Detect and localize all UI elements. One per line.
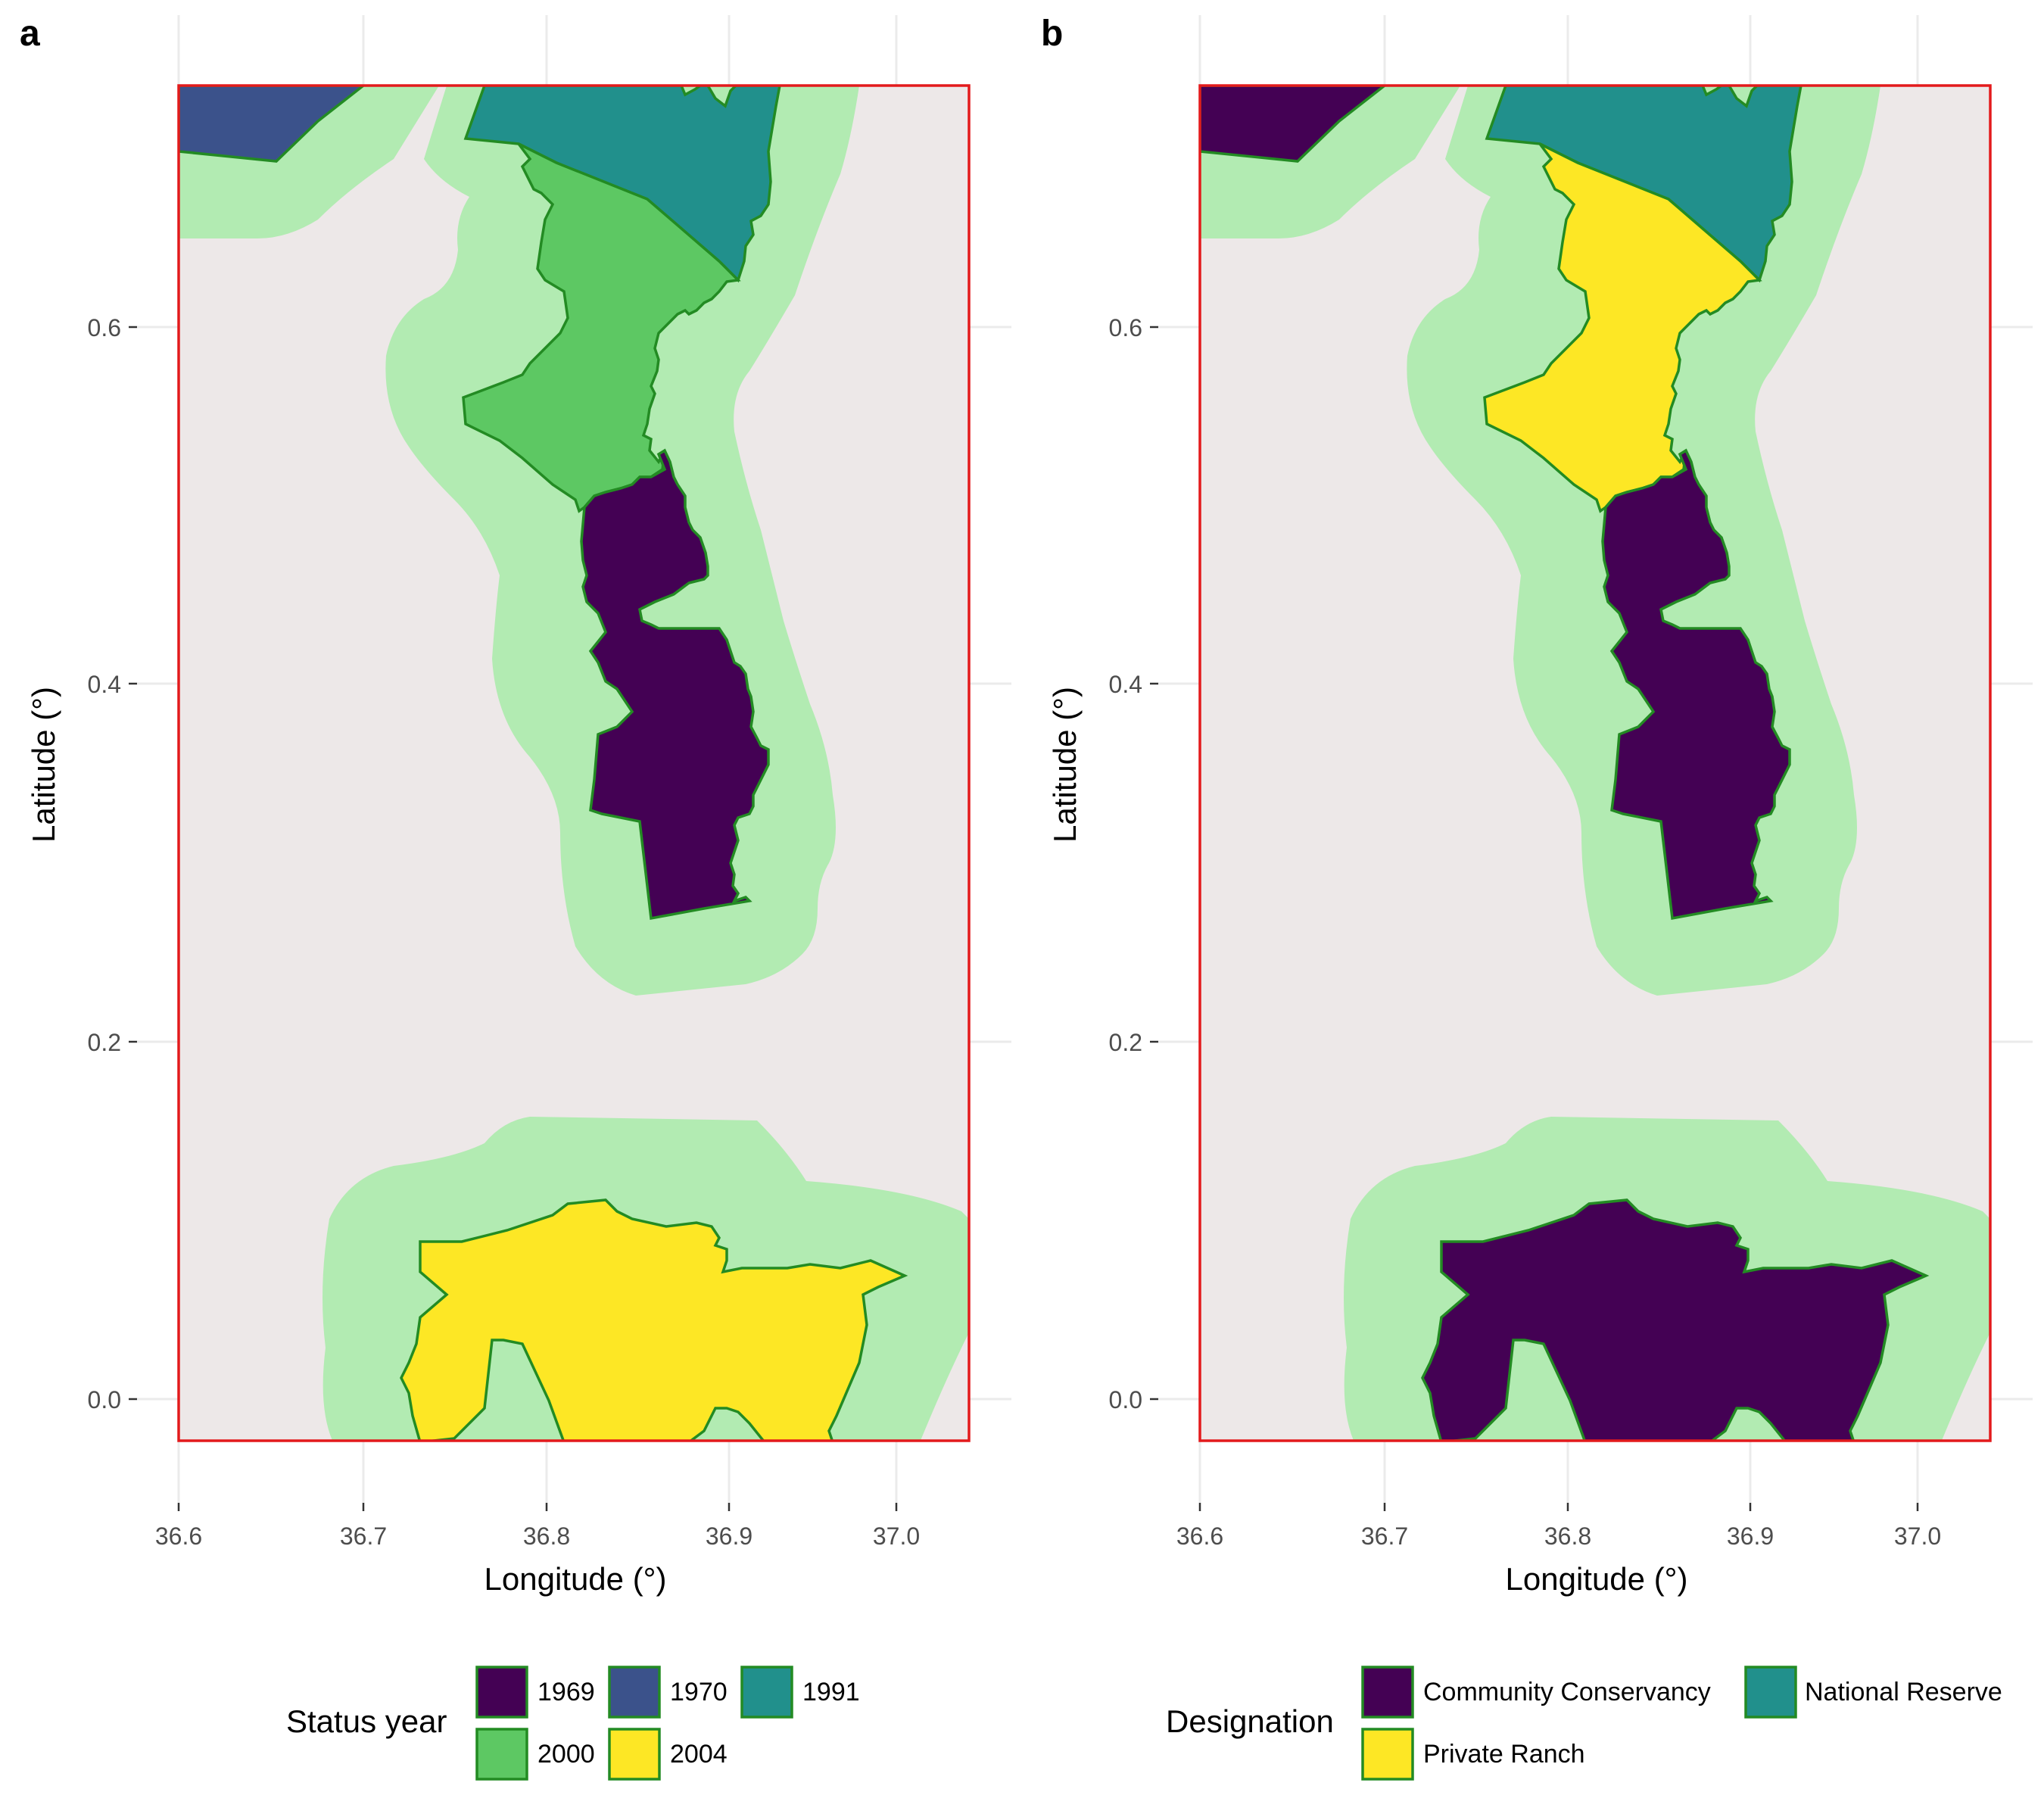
- panel-b-region-central: [1601, 448, 1791, 921]
- panel-a: a: [20, 14, 1011, 1781]
- legend-item: Community Conservancy: [1361, 1666, 1711, 1719]
- legend-swatch: [608, 1666, 661, 1719]
- legend-label: 2000: [537, 1740, 595, 1769]
- legend-label: 2004: [670, 1740, 728, 1769]
- legend-swatch: [1361, 1728, 1414, 1781]
- legend-swatch: [475, 1728, 528, 1781]
- panel-a-x-tick-label: 36.6: [155, 1522, 202, 1550]
- panel-a-legend: Status year 1969 1970 1991 2000 2004: [286, 1666, 860, 1781]
- legend-swatch: [475, 1666, 528, 1719]
- panel-a-y-tick-label: 0.2: [88, 1029, 121, 1056]
- legend-swatch: [1744, 1666, 1797, 1719]
- panel-b-map: [1200, 86, 1990, 1441]
- panel-b-y-tick-label: 0.2: [1109, 1029, 1142, 1056]
- panel-b-protected-areas: [1200, 86, 1930, 1441]
- panel-b-extent-border: [1198, 84, 1992, 1442]
- legend-label: Private Ranch: [1423, 1740, 1585, 1769]
- panel-b-y-tick-label: 0.4: [1109, 671, 1142, 698]
- panel-a-region-south: [400, 1198, 908, 1441]
- panel-a-y-tick-label: 0.6: [88, 314, 121, 341]
- panel-a-letter: a: [20, 14, 40, 54]
- panel-b-letter: b: [1041, 14, 1063, 54]
- legend-label: 1991: [802, 1678, 860, 1706]
- panel-a-protected-areas: [179, 86, 908, 1441]
- legend-item: 1970: [608, 1666, 728, 1719]
- panel-a-y-axis: 0.0 0.2 0.4 0.6 Latitude (°): [26, 314, 137, 1413]
- legend-swatch: [1361, 1666, 1414, 1719]
- legend-label: 1969: [537, 1678, 595, 1706]
- panel-a-region-central: [580, 448, 770, 921]
- panel-b-x-tick-label: 36.8: [1544, 1522, 1591, 1550]
- panel-a-y-tick-label: 0.0: [88, 1386, 121, 1413]
- panel-b: b: [1041, 14, 2033, 1781]
- panel-b-y-tick-label: 0.6: [1109, 314, 1142, 341]
- legend-swatch: [608, 1728, 661, 1781]
- panel-b-region-south: [1421, 1198, 1930, 1441]
- panel-a-legend-title: Status year: [286, 1703, 447, 1739]
- panel-b-legend: Designation Community Conservancy Nation…: [1166, 1666, 2002, 1781]
- legend-item: 2000: [475, 1728, 595, 1781]
- panel-b-region-nw: [1200, 86, 1387, 163]
- panel-a-y-tick-label: 0.4: [88, 671, 121, 698]
- legend-item: 1969: [475, 1666, 595, 1719]
- panel-b-y-axis-title: Latitude (°): [1047, 687, 1083, 843]
- panel-b-x-tick-label: 37.0: [1894, 1522, 1941, 1550]
- panel-b-x-tick-label: 36.9: [1727, 1522, 1774, 1550]
- panel-b-x-tick-label: 36.7: [1361, 1522, 1408, 1550]
- legend-label: Community Conservancy: [1423, 1678, 1711, 1706]
- panel-a-y-axis-title: Latitude (°): [26, 687, 61, 843]
- panel-a-x-tick-label: 36.9: [706, 1522, 752, 1550]
- panel-a-x-axis-title: Longitude (°): [485, 1561, 667, 1597]
- panel-a-region-nw: [179, 86, 366, 163]
- panel-b-legend-title: Designation: [1166, 1703, 1334, 1739]
- panel-a-x-tick-label: 37.0: [873, 1522, 920, 1550]
- panel-a-x-axis: 36.6 36.7 36.8 36.9 37.0 Longitude (°): [155, 1503, 920, 1597]
- panel-b-x-tick-label: 36.6: [1176, 1522, 1223, 1550]
- panel-b-x-axis-title: Longitude (°): [1506, 1561, 1688, 1597]
- legend-item: 2004: [608, 1728, 728, 1781]
- panel-a-x-tick-label: 36.8: [523, 1522, 570, 1550]
- legend-swatch: [740, 1666, 793, 1719]
- legend-item: 1991: [740, 1666, 860, 1719]
- legend-item: Private Ranch: [1361, 1728, 1585, 1781]
- panel-b-x-axis: 36.6 36.7 36.8 36.9 37.0 Longitude (°): [1176, 1503, 1941, 1597]
- panel-a-map: [179, 86, 969, 1441]
- panel-b-y-tick-label: 0.0: [1109, 1386, 1142, 1413]
- panel-a-extent-border: [177, 84, 971, 1442]
- panel-a-x-tick-label: 36.7: [340, 1522, 387, 1550]
- legend-item: National Reserve: [1744, 1666, 2002, 1719]
- panel-b-y-axis: 0.0 0.2 0.4 0.6 Latitude (°): [1047, 314, 1158, 1413]
- legend-label: National Reserve: [1805, 1678, 2002, 1706]
- legend-label: 1970: [670, 1678, 728, 1706]
